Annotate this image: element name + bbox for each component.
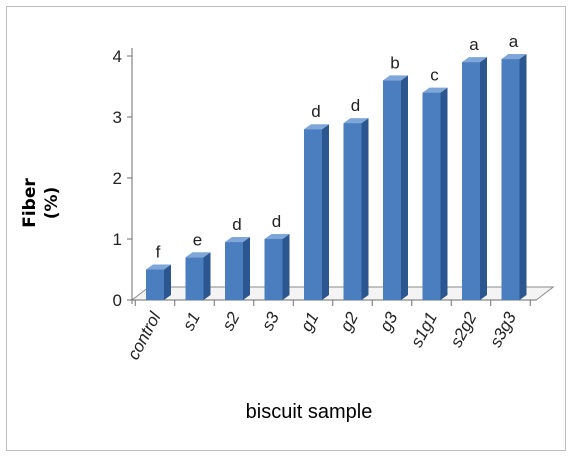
significance-letter: d: [272, 212, 281, 231]
x-axis: [132, 299, 537, 306]
category-labels: control s1 s2 s3 g1 g2 g3 s1g1 s2g2 s3g3: [124, 308, 520, 363]
bar-side-face: [243, 237, 250, 300]
bar-side-face: [401, 75, 408, 301]
bar-s1g1: [422, 87, 448, 300]
bar-top-face: [304, 124, 329, 130]
category-label: g3: [376, 308, 402, 334]
bar-front-face: [185, 257, 204, 300]
significance-letter: d: [232, 215, 241, 234]
bar-front-face: [304, 129, 322, 300]
y-axis: 0 1 2 3 4: [113, 47, 133, 310]
bar-front-face: [383, 80, 401, 301]
bar-front-face: [146, 269, 164, 300]
significance-letter: e: [193, 230, 202, 249]
bar-top-face: [383, 75, 408, 81]
category-label: s1g1: [407, 309, 441, 350]
category-label: control: [124, 308, 165, 363]
y-axis-title-line: Fiber: [20, 178, 40, 228]
category-label: s2g2: [446, 308, 480, 350]
category-label: g1: [297, 309, 323, 335]
category-label: s2: [218, 308, 243, 333]
bar-s3: [264, 234, 290, 300]
significance-letter: f: [156, 243, 161, 262]
bar-s3g3: [501, 54, 527, 300]
chart-frame: 0 1 2 3 4 f e d d d d b c a a control s1 s2 s3 g1 g2 g3 s1g1…: [6, 6, 566, 451]
x-axis-title: biscuit sample: [246, 401, 373, 423]
y-tick-label: 0: [113, 291, 122, 310]
y-tick-label: 1: [113, 230, 122, 249]
fiber-bar-chart: 0 1 2 3 4 f e d d d d b c a a control s1 s2 s3 g1 g2 g3 s1g1…: [20, 32, 555, 423]
bar-top-face: [185, 252, 211, 258]
significance-letter: a: [469, 35, 479, 54]
bar-side-face: [480, 57, 487, 300]
bar-top-face: [146, 264, 171, 270]
bar-s2: [225, 237, 250, 300]
bar-s2g2: [462, 57, 487, 300]
y-tick-label: 4: [113, 47, 122, 66]
significance-letter: c: [430, 66, 439, 85]
significance-letters: f e d d d d b c a a: [156, 32, 519, 261]
significance-letter: b: [390, 53, 399, 72]
significance-letter: a: [509, 32, 519, 51]
bar-side-face: [361, 118, 369, 300]
y-tick-label: 2: [113, 169, 122, 188]
category-label: g2: [336, 308, 362, 334]
significance-letter: d: [351, 96, 360, 115]
category-label: s1: [179, 309, 204, 334]
bar-side-face: [322, 124, 329, 300]
bar-top-face: [501, 54, 527, 60]
bar-s1: [185, 252, 211, 300]
bar-side-face: [164, 264, 171, 300]
bar-side-face: [203, 252, 211, 300]
category-label: s3g3: [486, 308, 520, 350]
significance-letter: d: [311, 102, 320, 121]
bar-front-face: [225, 242, 243, 300]
bar-top-face: [343, 118, 369, 124]
bar-front-face: [501, 59, 520, 300]
bar-front-face: [462, 62, 480, 300]
bar-front-face: [264, 239, 283, 300]
bar-side-face: [519, 54, 527, 300]
bar-g3: [383, 75, 408, 301]
bar-side-face: [282, 234, 290, 300]
bar-top-face: [225, 237, 250, 243]
y-axis-title-line: (%): [42, 187, 62, 220]
y-axis-title: Fiber (%): [20, 178, 62, 228]
y-tick-label: 3: [113, 108, 122, 127]
bar-g1: [304, 124, 329, 300]
bar-top-face: [422, 87, 448, 93]
bar-front-face: [343, 123, 362, 300]
category-label: s3: [258, 308, 283, 333]
bars-group: [146, 54, 527, 301]
bar-top-face: [462, 57, 487, 63]
bar-control: [146, 264, 171, 300]
bar-top-face: [264, 234, 290, 239]
bar-g2: [343, 118, 369, 300]
bar-front-face: [422, 92, 441, 300]
bar-side-face: [440, 87, 448, 300]
